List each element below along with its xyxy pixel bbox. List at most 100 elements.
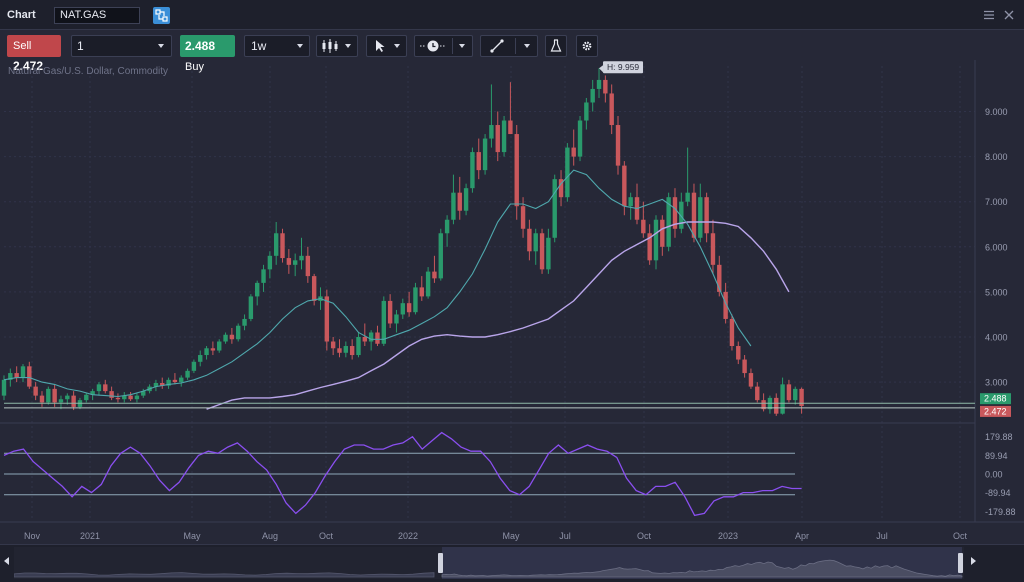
candle-body [603,79,608,94]
sell-price-tag [980,405,1011,417]
time-tick-label: Nov [24,531,41,541]
candle-body [482,138,488,171]
time-tick-label: Oct [319,531,334,541]
candle-body [679,201,684,229]
price-tick-label: 7.000 [985,197,1008,207]
interval-select[interactable]: 1w [244,35,310,57]
buy-price-tag [980,393,1011,405]
navigator-left-handle[interactable] [438,553,443,573]
candle-body [406,303,412,313]
window-title: Chart [7,9,36,21]
candle-body [799,388,804,406]
candle-body [109,391,114,398]
slow-moving-average-line [206,221,790,410]
hamburger-menu-icon[interactable] [983,9,995,21]
link-button[interactable] [153,7,170,24]
candle-body [223,334,228,342]
buy-button[interactable]: 2.488 Buy [180,35,235,73]
high-label-text: H: 9.959 [607,62,639,72]
candle-body [179,377,184,383]
navigator-right-handle[interactable] [958,553,963,573]
high-label-box [603,61,644,74]
candle-body [311,276,317,301]
oscillator-tick-label: 0.00 [985,470,1003,480]
candle-body [8,373,13,380]
oscillator-tick-label: 89.94 [985,451,1008,461]
oscillator-panel [3,431,802,517]
candle-body [444,219,450,234]
navigator-area [441,559,963,578]
candle-body [52,388,57,403]
navigator-history-area [14,572,435,578]
candlestick-series [1,68,804,416]
time-tick-label: 2021 [80,531,100,541]
time-range-button[interactable] [414,35,473,57]
candle-body [710,233,716,265]
candle-body [552,179,557,238]
symbol-input[interactable]: NAT.GAS [54,7,140,24]
time-tick-label: Oct [953,531,968,541]
candle-body [330,341,336,349]
candle-body [343,346,349,353]
chevron-down-icon [297,44,303,48]
chevron-down-icon [394,44,400,48]
quantity-select[interactable]: 1 [71,35,172,57]
candle-body [717,264,722,292]
link-icon [155,9,168,22]
candle-body [27,366,32,387]
close-icon[interactable] [1003,9,1015,21]
scroll-right-arrow-icon[interactable] [971,557,976,565]
chart-type-button[interactable] [316,35,358,57]
candle-body [134,395,140,400]
buy-price: 2.488 [185,39,216,53]
cursor-tool-button[interactable] [366,35,407,57]
interval-value: 1w [251,39,267,53]
candle-body [615,125,621,166]
candle-body [609,93,614,126]
candle-body [58,399,64,403]
candle-body [520,206,526,229]
gear-icon [582,41,592,51]
candle-body [210,348,216,351]
oscillator-tick-label: -89.94 [985,488,1011,498]
time-tick-label: May [183,531,201,541]
settings-button[interactable] [576,35,598,57]
toolbar-divider [452,38,453,54]
oscillator-axis: 179.88 89.94 0.00 -89.94 -179.88 [985,432,1016,517]
candle-body [71,395,76,407]
candle-body [153,382,159,387]
candle-body [1,379,7,396]
chevron-down-icon [158,44,164,48]
candle-body [337,348,342,353]
candle-body [248,296,254,319]
toolbar: Sell 2.472 1 2.488 Buy 1w [0,30,1024,73]
candle-body [451,192,456,220]
candle-body [584,102,589,121]
time-tick-label: Jul [559,531,571,541]
indicators-button[interactable] [545,35,567,57]
candle-body [349,346,355,356]
candle-body [286,258,292,265]
candle-body [761,400,766,410]
candle-body [273,233,279,256]
drawing-tool-button[interactable] [480,35,538,57]
scroll-left-arrow-icon[interactable] [4,557,9,565]
time-tick-label: Jul [876,531,888,541]
candle-body [362,336,368,342]
toolbar-divider [515,38,516,54]
candle-body [660,219,665,247]
candle-body [394,314,399,324]
candle-body [470,152,475,189]
candle-body [780,384,785,414]
candle-body [539,233,545,270]
time-tick-label: May [502,531,520,541]
high-label-group: H: 9.959 [599,61,644,74]
timeline-scroller[interactable] [0,544,1024,582]
candle-body [622,165,627,207]
price-chart[interactable]: 3.000 4.000 5.000 6.000 7.000 8.000 9.000 179.… [0,60,1024,544]
candle-body [84,394,89,401]
candle-body [786,384,792,401]
sell-button[interactable]: Sell 2.472 [7,35,61,73]
cursor-arrow-icon [376,40,385,52]
navigator-track[interactable] [14,547,964,579]
